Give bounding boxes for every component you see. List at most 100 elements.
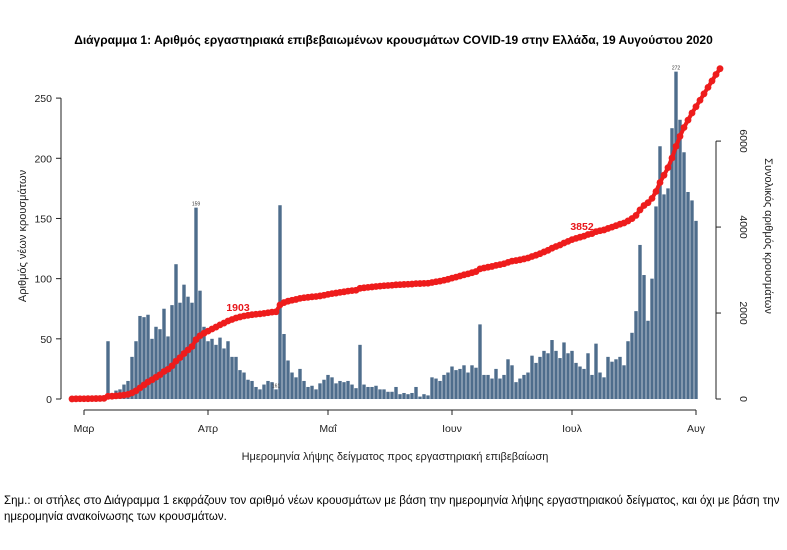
cumulative-point: [708, 77, 716, 85]
bar: [106, 341, 110, 399]
cumulative-point: [188, 343, 196, 350]
bar: [314, 389, 318, 399]
bar: [582, 368, 586, 399]
right-y-axis: 0 2000 4000 6000: [715, 129, 749, 402]
bar: [238, 370, 242, 399]
bar: [326, 374, 330, 399]
cumulative-point: [704, 83, 712, 91]
bar: [570, 350, 574, 399]
bar: [530, 355, 534, 399]
bar: [338, 380, 342, 399]
cumulative-point: [656, 179, 664, 186]
cumulative-point: [680, 124, 688, 131]
bar: [334, 383, 338, 399]
bar: [214, 344, 218, 399]
bar: [670, 128, 674, 400]
bar: [418, 396, 422, 399]
bar: [406, 394, 410, 399]
cumulative-point: [716, 65, 724, 73]
bar: [254, 386, 258, 399]
bar: [486, 374, 490, 399]
bar: [286, 360, 290, 399]
bar: [438, 380, 442, 399]
bar: [202, 326, 206, 399]
bar: [222, 348, 226, 399]
bar: [466, 372, 470, 399]
bar: [450, 366, 454, 399]
bar: [154, 326, 158, 399]
x-axis-title: Ημερομηνία λήψης δείγματος προς εργαστηρ…: [242, 451, 549, 463]
right-tick-label: 6000: [737, 129, 749, 153]
x-tick-label: Μαρ: [74, 423, 95, 435]
bar: [130, 356, 134, 399]
bar: [274, 389, 278, 399]
cumulative-point: [688, 109, 696, 117]
bar: [330, 377, 334, 399]
bar: [306, 386, 310, 399]
cumulative-point: [632, 212, 640, 219]
bar: [490, 378, 494, 399]
bar: [358, 344, 362, 399]
bar: [382, 389, 386, 399]
chart-note: Σημ.: οι στήλες στο Διάγραμμα 1 εκφράζου…: [4, 495, 780, 523]
bar: [226, 341, 230, 399]
x-tick-label: Αυγ: [687, 423, 706, 435]
bar: [686, 191, 690, 399]
bar: [262, 384, 266, 399]
bar: [350, 384, 354, 399]
bar: [626, 341, 630, 399]
bar: [498, 378, 502, 399]
bar: [322, 379, 326, 399]
bar: [474, 367, 478, 399]
bar: [562, 342, 566, 399]
right-tick-label: 4000: [737, 215, 749, 239]
bar: [494, 368, 498, 399]
bar: [454, 370, 458, 399]
x-tick-label: Απρ: [198, 423, 218, 435]
bar: [138, 315, 142, 399]
cumulative-point: [696, 96, 704, 104]
bar: [310, 385, 314, 399]
bar: [318, 383, 322, 399]
left-tick-label: 200: [34, 153, 52, 165]
bar: [522, 374, 526, 399]
bar: [610, 361, 614, 399]
bar: [294, 377, 298, 399]
bar: [674, 71, 678, 399]
bar: [678, 119, 682, 400]
annotation-layer: 1903 3852 7684 161 159 272: [192, 0, 750, 389]
bar: [162, 308, 166, 399]
cumulative-point: [272, 308, 280, 316]
bar: [178, 302, 182, 399]
bar: [266, 380, 270, 399]
bar: [242, 372, 246, 399]
left-tick-label: 100: [34, 274, 52, 286]
bar: [142, 317, 146, 399]
bar: [478, 324, 482, 399]
bar: [442, 374, 446, 399]
bar: [386, 391, 390, 399]
bar: [634, 311, 638, 399]
bar: [630, 332, 634, 399]
bar: [690, 200, 694, 399]
cumulative-point: [648, 194, 656, 202]
bar: [642, 275, 646, 399]
bar: [594, 343, 598, 399]
bar: [598, 372, 602, 399]
chart-area: 0 50 100 150 200 250 0 2000 4000 6000 Μαρ Απρ Μαΐ Ι…: [17, 0, 774, 463]
bar: [578, 366, 582, 399]
bar: [606, 356, 610, 399]
bar-annotation: 272: [672, 66, 681, 72]
bar: [378, 389, 382, 399]
bar: [550, 340, 554, 399]
cumulative-point: [676, 132, 684, 140]
bar: [342, 382, 346, 399]
bar: [590, 374, 594, 399]
y-axis-title: Αριθμός νέων κρουσμάτων: [17, 169, 29, 302]
cumulative-point: [692, 103, 700, 111]
bar: [654, 206, 658, 399]
bar-series: [70, 71, 698, 400]
bar: [414, 386, 418, 399]
bar: [134, 341, 138, 399]
bar: [370, 386, 374, 399]
